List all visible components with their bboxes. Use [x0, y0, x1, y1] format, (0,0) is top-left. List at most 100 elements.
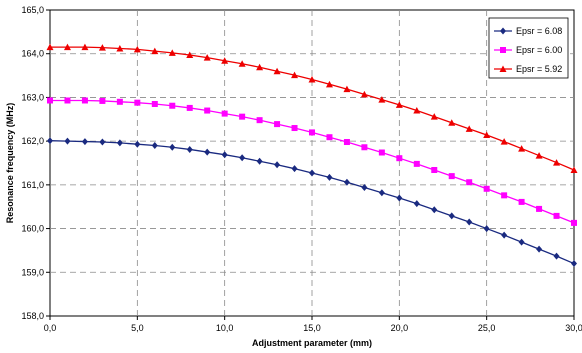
data-point [431, 206, 438, 214]
data-point [239, 154, 246, 162]
legend-entry: Epsr = 6.00 [494, 45, 562, 55]
data-point [168, 49, 176, 56]
data-point [501, 231, 508, 239]
data-point [430, 113, 438, 120]
data-point [483, 131, 491, 139]
y-axis-ticks: 158,0 159,0 160,0 161,0 162,0 163,0 164,0 165,0 [21, 5, 50, 321]
data-point [169, 143, 176, 151]
data-point [343, 85, 351, 93]
data-point [309, 169, 315, 177]
data-point [291, 71, 299, 79]
data-point [204, 107, 211, 114]
x-tick-label: 0,0 [44, 323, 57, 333]
data-point [291, 165, 298, 173]
data-point [536, 245, 543, 253]
data-point [448, 119, 456, 126]
data-point [396, 155, 403, 162]
data-point [413, 200, 420, 208]
data-point [395, 101, 403, 108]
data-point [256, 117, 263, 124]
data-point [483, 225, 490, 233]
data-point [325, 80, 333, 88]
data-point [256, 157, 263, 165]
data-point [186, 51, 194, 59]
data-point [518, 145, 526, 152]
y-tick-label: 163,0 [21, 92, 44, 102]
data-point [186, 145, 193, 153]
x-axis-title: Adjustment parameter (mm) [252, 338, 372, 348]
data-point [134, 99, 141, 106]
data-point [378, 149, 385, 156]
data-point [116, 98, 123, 105]
data-point [413, 160, 420, 167]
x-tick-label: 30,0 [565, 323, 582, 333]
data-point [239, 113, 246, 120]
legend-label: Epsr = 6.08 [516, 26, 562, 36]
legend-entry: Epsr = 5.92 [494, 64, 562, 74]
data-point [256, 63, 264, 71]
data-point [518, 198, 525, 205]
data-point [448, 212, 455, 220]
data-point [431, 166, 438, 173]
data-point [326, 134, 333, 141]
data-point [134, 140, 141, 148]
data-point [238, 60, 246, 67]
data-point [518, 238, 525, 246]
data-point [169, 102, 176, 109]
y-tick-label: 160,0 [21, 224, 44, 234]
legend-marker [500, 27, 506, 35]
series-3 [46, 43, 578, 173]
data-point [413, 107, 421, 114]
data-point [221, 110, 228, 117]
data-point [63, 43, 71, 51]
data-point [361, 144, 368, 151]
x-tick-label: 25,0 [478, 323, 496, 333]
data-point [309, 129, 315, 136]
data-point [273, 67, 281, 75]
gridlines [50, 10, 574, 316]
data-point [221, 57, 229, 64]
data-point [483, 185, 490, 192]
data-point [81, 97, 88, 104]
data-point [361, 183, 368, 191]
data-point [448, 173, 455, 180]
data-point [570, 166, 578, 173]
data-point [500, 138, 508, 145]
data-point [204, 148, 211, 156]
data-point [378, 96, 386, 103]
data-point [81, 138, 88, 146]
data-point [203, 54, 211, 61]
data-point [396, 194, 403, 202]
data-point [47, 137, 53, 145]
x-tick-label: 20,0 [391, 323, 409, 333]
y-axis-title: Resonance frequency (MHz) [5, 103, 15, 224]
data-point [501, 192, 508, 199]
data-point [360, 90, 368, 98]
y-tick-label: 158,0 [21, 311, 44, 321]
x-tick-label: 10,0 [216, 323, 234, 333]
data-point [46, 43, 54, 51]
legend-marker [500, 47, 506, 53]
data-point [553, 252, 560, 260]
y-tick-label: 161,0 [21, 180, 44, 190]
x-tick-label: 5,0 [131, 323, 144, 333]
data-point [465, 125, 473, 132]
legend-label: Epsr = 5.92 [516, 64, 562, 74]
series-1 [47, 137, 577, 268]
series-2 [47, 97, 577, 226]
x-axis-ticks: 0,0 5,0 10,0 15,0 20,0 25,0 30,0 [44, 316, 582, 333]
legend-label: Epsr = 6.00 [516, 45, 562, 55]
data-point [221, 151, 228, 159]
data-point [466, 218, 473, 226]
legend-marker [499, 65, 507, 72]
data-point [98, 44, 106, 51]
data-point [536, 205, 543, 212]
data-point [571, 219, 577, 226]
data-point [186, 104, 193, 111]
data-point [64, 137, 71, 145]
data-point [151, 100, 158, 107]
data-point [343, 178, 350, 186]
data-point [81, 43, 89, 51]
y-tick-label: 164,0 [21, 49, 44, 59]
